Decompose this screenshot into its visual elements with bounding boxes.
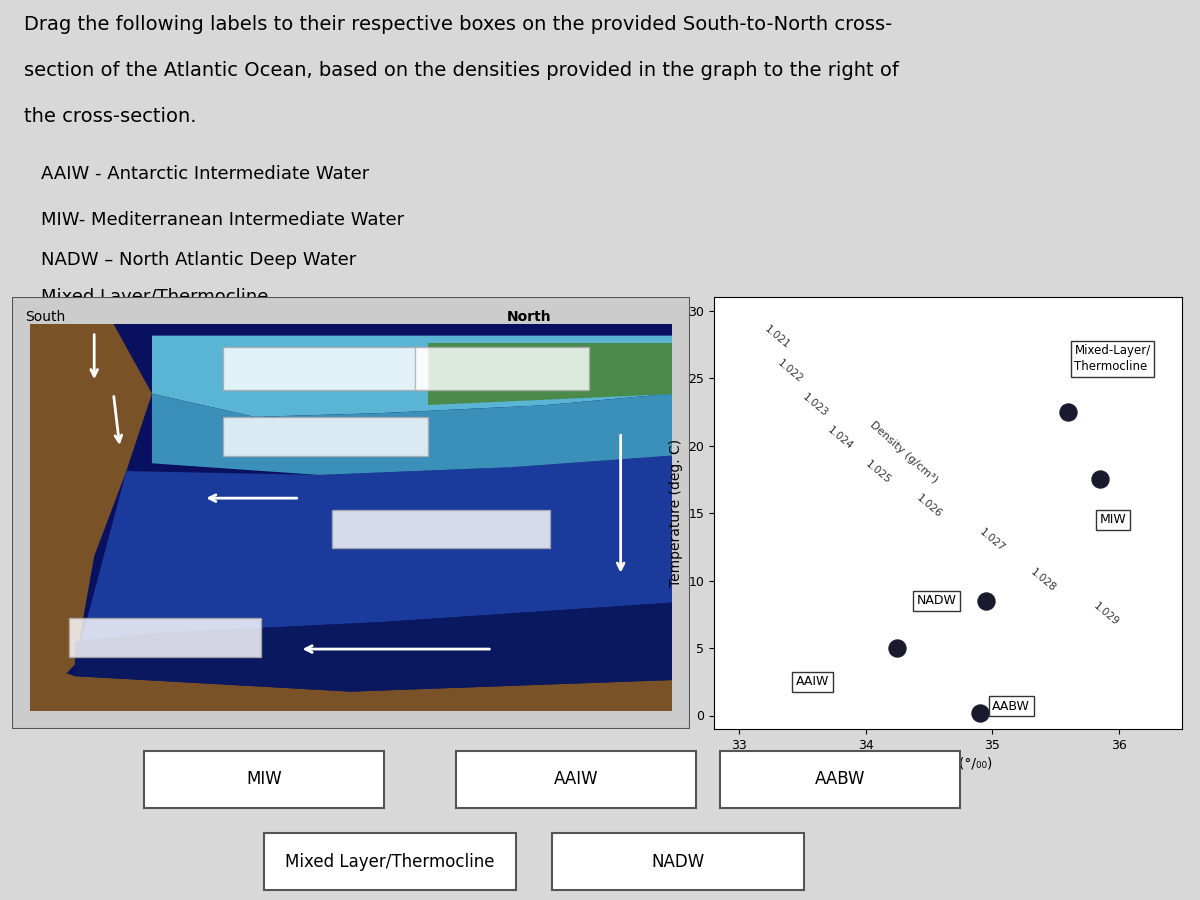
Polygon shape (428, 344, 672, 405)
Text: 1.021: 1.021 (763, 324, 792, 351)
Text: AAIW: AAIW (553, 770, 599, 788)
Text: Mixed-Layer/
Thermocline: Mixed-Layer/ Thermocline (1074, 345, 1151, 373)
FancyBboxPatch shape (264, 833, 516, 890)
Y-axis label: Temperature (deg. C): Temperature (deg. C) (668, 439, 683, 587)
Text: the cross-section.: the cross-section. (24, 107, 197, 126)
Text: Drag the following labels to their respective boxes on the provided South-to-Nor: Drag the following labels to their respe… (24, 14, 892, 34)
FancyBboxPatch shape (12, 297, 690, 729)
Text: 1.029: 1.029 (1092, 601, 1121, 627)
Text: South: South (25, 310, 66, 324)
Point (1090, 472, 1109, 487)
Text: NADW: NADW (917, 594, 956, 608)
Text: 1.028: 1.028 (1028, 567, 1057, 594)
Text: MIW- Mediterranean Intermediate Water: MIW- Mediterranean Intermediate Water (42, 211, 404, 229)
Text: MIW: MIW (246, 770, 282, 788)
FancyBboxPatch shape (68, 618, 262, 657)
Text: Mixed Layer/Thermocline: Mixed Layer/Thermocline (286, 852, 494, 870)
Text: AABW: AABW (815, 770, 865, 788)
Text: AAIW: AAIW (797, 675, 829, 688)
Text: 1.022: 1.022 (775, 358, 804, 384)
FancyBboxPatch shape (456, 752, 696, 807)
Polygon shape (74, 603, 672, 691)
Text: NADW: NADW (652, 852, 704, 870)
FancyBboxPatch shape (223, 417, 428, 455)
Text: section of the Atlantic Ocean, based on the densities provided in the graph to t: section of the Atlantic Ocean, based on … (24, 61, 899, 80)
Text: 1.024: 1.024 (826, 426, 856, 452)
Point (1058, 405, 1078, 419)
Point (977, 594, 996, 608)
Text: Mixed Layer/Thermocline: Mixed Layer/Thermocline (42, 288, 269, 306)
Text: Density (g/cm³): Density (g/cm³) (868, 419, 940, 485)
FancyBboxPatch shape (552, 833, 804, 890)
Text: AAIW - Antarctic Intermediate Water: AAIW - Antarctic Intermediate Water (42, 165, 370, 183)
Text: 1.025: 1.025 (864, 459, 893, 486)
Polygon shape (74, 455, 672, 664)
Polygon shape (30, 324, 152, 711)
Text: AABW: AABW (992, 699, 1030, 713)
FancyBboxPatch shape (144, 752, 384, 807)
Text: North: North (506, 310, 552, 324)
Polygon shape (152, 336, 672, 417)
FancyBboxPatch shape (331, 509, 550, 548)
FancyBboxPatch shape (720, 752, 960, 807)
FancyBboxPatch shape (223, 347, 428, 390)
Text: NADW – North Atlantic Deep Water: NADW – North Atlantic Deep Water (42, 251, 356, 269)
X-axis label: Salinity (°/₀₀): Salinity (°/₀₀) (904, 757, 992, 771)
FancyBboxPatch shape (415, 347, 588, 390)
Point (970, 706, 989, 720)
Text: MIW: MIW (1099, 513, 1127, 526)
Polygon shape (30, 661, 672, 711)
Text: 1.026: 1.026 (914, 493, 943, 519)
Text: 1.023: 1.023 (800, 392, 829, 418)
Text: 1.027: 1.027 (978, 526, 1007, 554)
Polygon shape (152, 393, 672, 475)
Point (888, 641, 907, 655)
Text: AABW - Antarctic Bottom Water: AABW - Antarctic Bottom Water (42, 328, 325, 346)
FancyBboxPatch shape (30, 324, 672, 711)
